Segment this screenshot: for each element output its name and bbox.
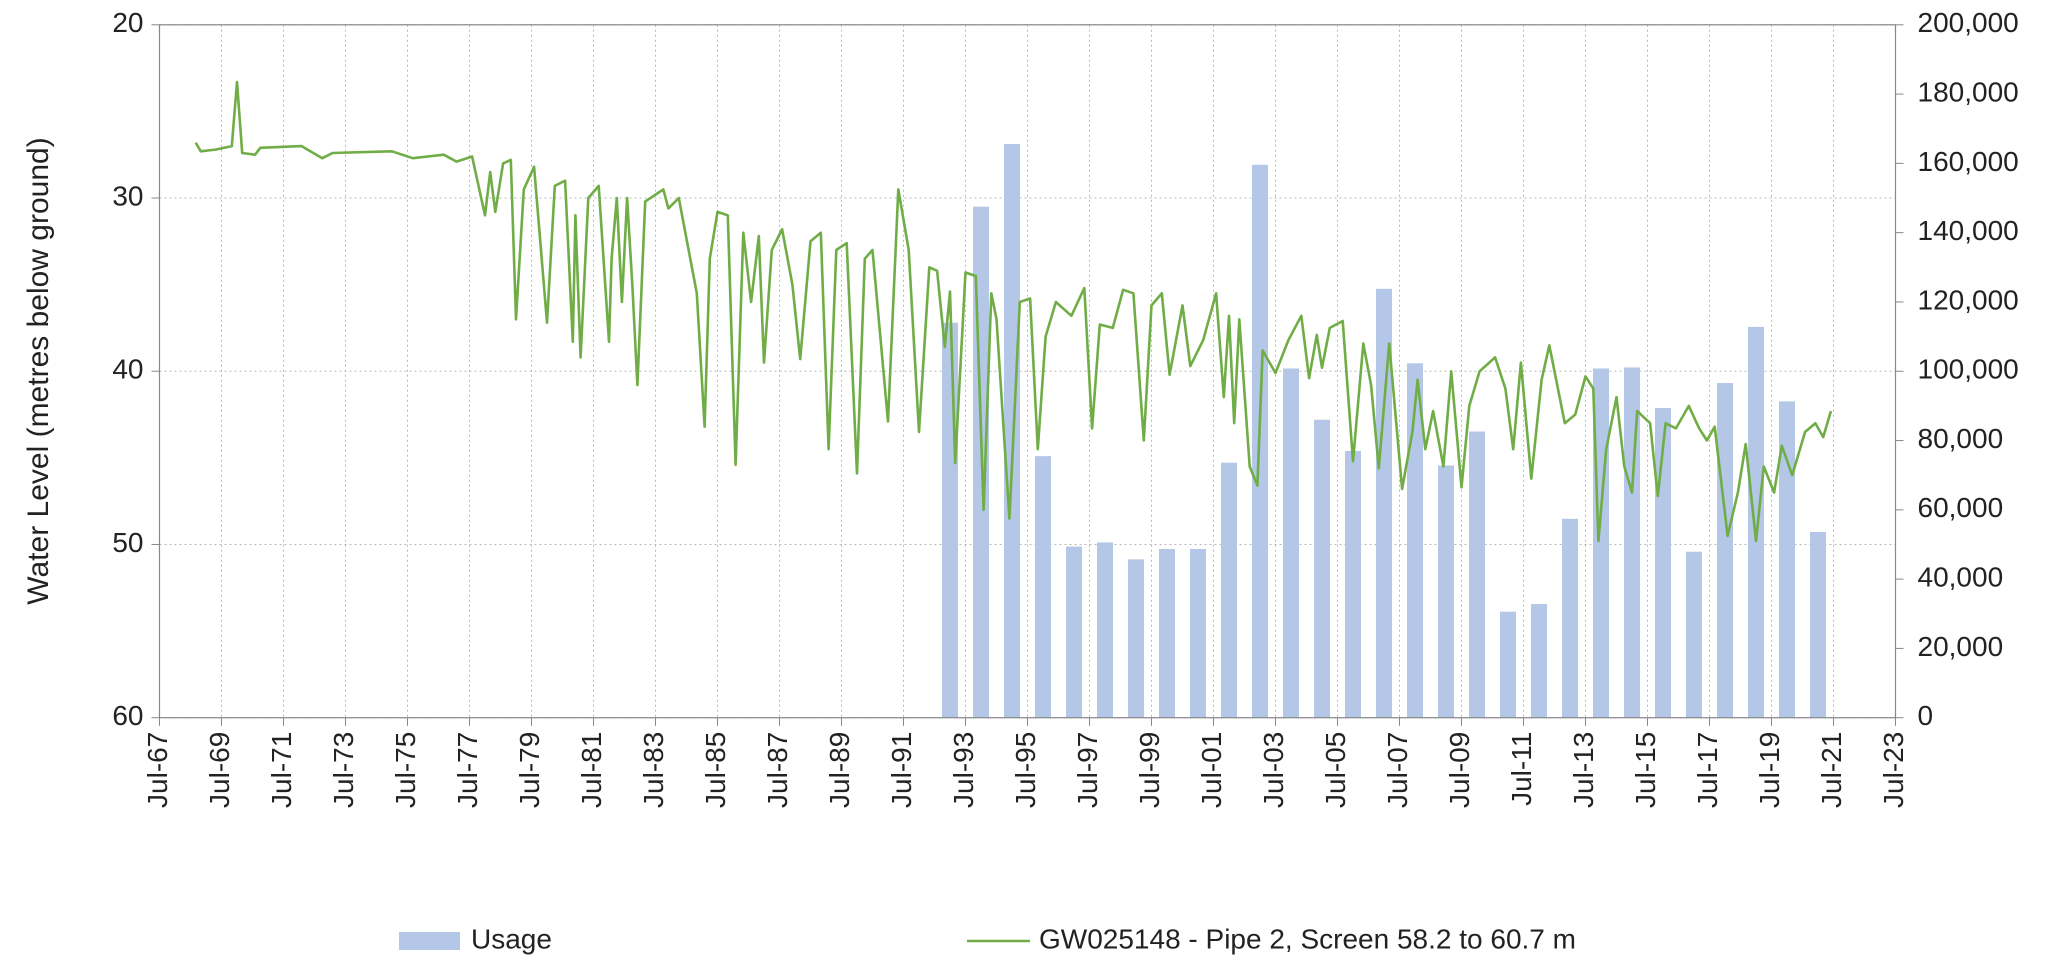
x-tick-label: Jul-09 — [1444, 732, 1475, 808]
y2-tick-label: 160,000 — [1918, 146, 2019, 177]
bar — [1221, 462, 1237, 718]
x-tick-label: Jul-69 — [204, 732, 235, 808]
x-tick-label: Jul-83 — [638, 732, 669, 808]
y2-tick-label: 0 — [1918, 700, 1934, 731]
y-tick-label: 60 — [112, 700, 143, 731]
y2-tick-label: 120,000 — [1918, 284, 2019, 315]
y2-tick-label: 180,000 — [1918, 76, 2019, 107]
bar — [1779, 401, 1795, 718]
x-tick-label: Jul-15 — [1630, 732, 1661, 808]
y-tick-label: 50 — [112, 527, 143, 558]
bar — [1438, 465, 1454, 718]
y2-tick-label: 40,000 — [1918, 562, 2004, 593]
x-tick-label: Jul-05 — [1320, 732, 1351, 808]
bar — [1159, 548, 1175, 718]
plot-border — [158, 24, 1897, 719]
x-tick-label: Jul-73 — [328, 732, 359, 808]
y2-tick-label: 20,000 — [1918, 631, 2004, 662]
bar — [1531, 604, 1547, 718]
legend-label: GW025148 - Pipe 2, Screen 58.2 to 60.7 m — [1039, 923, 1576, 954]
bar — [1004, 143, 1020, 718]
x-tick-label: Jul-17 — [1692, 732, 1723, 808]
y-tick-label: 40 — [112, 354, 143, 385]
bar — [1097, 542, 1113, 718]
bar — [1810, 532, 1826, 718]
y2-tick-label: 140,000 — [1918, 215, 2019, 246]
y-tick-label: 30 — [112, 180, 143, 211]
line — [194, 80, 1833, 543]
bar — [942, 322, 958, 718]
bar — [1469, 431, 1485, 718]
x-tick-label: Jul-89 — [824, 732, 855, 808]
bar — [1066, 546, 1082, 718]
bar — [1283, 368, 1299, 718]
bar — [1717, 383, 1733, 718]
bar — [1314, 419, 1330, 718]
x-tick-label: Jul-03 — [1258, 732, 1289, 808]
bar — [1562, 518, 1578, 718]
x-tick-label: Jul-79 — [514, 732, 545, 808]
x-tick-label: Jul-93 — [948, 732, 979, 808]
x-tick-label: Jul-95 — [1010, 732, 1041, 808]
x-tick-label: Jul-99 — [1134, 732, 1165, 808]
bar — [1190, 548, 1206, 718]
bar — [1500, 611, 1516, 718]
bar — [1035, 456, 1051, 718]
x-tick-label: Jul-13 — [1568, 732, 1599, 808]
x-tick-label: Jul-19 — [1754, 732, 1785, 808]
x-tick-label: Jul-07 — [1382, 732, 1413, 808]
x-tick-label: Jul-85 — [700, 732, 731, 808]
y2-tick-label: 60,000 — [1918, 492, 2004, 523]
x-tick-label: Jul-01 — [1196, 732, 1227, 808]
x-tick-label: Jul-71 — [266, 732, 297, 808]
bar — [1686, 551, 1702, 718]
x-tick-label: Jul-23 — [1878, 732, 1909, 808]
x-tick-label: Jul-81 — [576, 732, 607, 808]
x-tick-label: Jul-91 — [886, 732, 917, 808]
legend-label: Usage — [471, 923, 552, 954]
y2-tick-label: 200,000 — [1918, 7, 2019, 38]
bar — [1128, 559, 1144, 718]
x-tick-label: Jul-67 — [142, 732, 173, 808]
bar — [1345, 450, 1361, 718]
x-tick-label: Jul-11 — [1506, 732, 1537, 806]
x-tick-label: Jul-87 — [762, 732, 793, 808]
x-tick-label: Jul-21 — [1816, 732, 1847, 808]
x-tick-label: Jul-75 — [390, 732, 421, 808]
bar — [1748, 326, 1764, 718]
x-tick-label: Jul-97 — [1072, 732, 1103, 808]
y2-tick-label: 100,000 — [1918, 354, 2019, 385]
bar — [1376, 288, 1392, 718]
legend-swatch — [399, 932, 460, 950]
y-tick-label: 20 — [112, 7, 143, 38]
y2-tick-label: 80,000 — [1918, 423, 2004, 454]
bar — [1624, 367, 1640, 718]
y-axis-label: Water Level (metres below ground) — [22, 137, 55, 604]
bar — [1407, 363, 1423, 718]
x-tick-label: Jul-77 — [452, 732, 483, 808]
